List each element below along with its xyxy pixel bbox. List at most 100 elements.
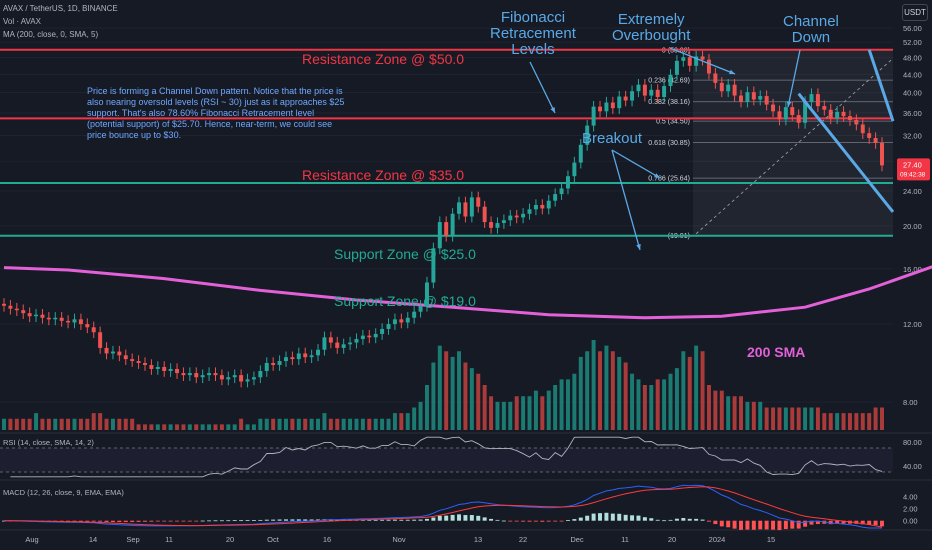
rsi-title: RSI (14, close, SMA, 14, 2) [3,438,94,447]
candle [348,342,353,345]
candle [251,377,256,380]
currency-badge[interactable]: USDT [902,4,928,21]
candle [739,95,743,102]
candle [271,362,276,365]
candle [277,361,282,365]
breakout-arrow-bottom-head [636,244,641,250]
x-tick-label: 15 [767,535,775,544]
candle [437,222,442,249]
volume-bar [450,356,455,430]
y-tick-label: 8.00 [903,398,918,407]
candle [162,366,167,372]
macd-histogram-bar [386,519,391,521]
macd-histogram-bar [713,520,718,525]
volume-bar [296,418,301,430]
macd-histogram-bar [694,518,699,521]
candle [732,84,737,96]
volume-bar [98,413,103,430]
volume-bar [828,413,833,430]
sma-200-line [3,265,932,320]
candle [34,314,39,317]
macd-tick-label: 4.00 [903,492,918,501]
candle [309,355,314,358]
candle [815,94,820,107]
x-tick-label: 11 [621,535,629,544]
candle [636,84,641,92]
volume-bar [328,418,333,430]
candle [540,204,545,209]
channel-arrow-head [786,101,792,107]
macd-histogram-bar [444,515,449,521]
candle [521,213,526,218]
volume-bar [392,413,397,430]
channel-upper-line [867,49,895,122]
macd-histogram-bar [117,520,122,523]
macd-histogram-bar [527,520,532,522]
volume-bar [822,413,827,430]
candle [854,119,859,125]
candle [617,96,622,109]
macd-histogram-bar [835,520,840,524]
volume-bar [630,373,635,430]
volume-bar [181,424,186,430]
macd-histogram-bar [175,520,180,522]
candle [14,308,19,311]
overbought-arrow-head [729,69,735,75]
volume-bar [136,424,141,430]
volume-bar [527,396,532,430]
candle [482,206,487,223]
candle [335,342,340,348]
volume-bar [854,413,859,430]
candle [392,319,397,325]
candle [85,324,90,328]
candle [149,364,154,369]
macd-histogram-bar [213,520,218,522]
macd-histogram-bar [283,519,288,521]
volume-bar [585,351,590,430]
macd-histogram-bar [578,517,583,521]
volume-bar [194,424,199,430]
macd-histogram-bar [662,520,667,522]
macd-histogram-bar [777,520,782,531]
candle [450,213,455,236]
volume-bar [521,396,526,430]
volume-bar [758,401,763,430]
macd-histogram-bar [309,519,314,521]
candle [136,361,141,363]
volume-bar [771,407,776,430]
volume-bar [373,418,378,430]
candle [181,373,186,376]
rsi-tick-label: 80.00 [903,438,922,447]
candle [687,57,692,66]
candle [822,106,827,110]
macd-histogram-bar [745,520,750,530]
volume-bar [847,413,852,430]
macd-histogram-bar [277,519,282,521]
channel-arrow [787,49,801,108]
macd-histogram-bar [104,520,109,522]
macd-histogram-bar [168,520,173,522]
macd-histogram-bar [200,520,205,522]
volume-bar [59,418,64,430]
volume-bar [559,379,564,430]
candle [46,317,51,320]
candle [53,317,58,320]
volume-bar [424,385,429,430]
volume-bar [130,418,135,430]
fib-annotation-arrow-head [550,107,555,113]
analysis-note: Price is forming a Channel Down pattern.… [87,86,345,140]
x-tick-label: Aug [25,535,38,544]
zone-label-resistance-50: Resistance Zone @ $50.0 [302,51,465,67]
macd-histogram-bar [880,520,884,527]
candle [283,357,288,362]
volume-bar [636,379,641,430]
volume-bar [508,401,513,430]
macd-histogram-bar [271,519,276,521]
volume-bar [860,413,865,430]
volume-bar [803,407,808,430]
candle [803,102,808,123]
volume-bar [175,424,180,430]
macd-histogram-bar [860,520,865,525]
candle [72,319,77,323]
